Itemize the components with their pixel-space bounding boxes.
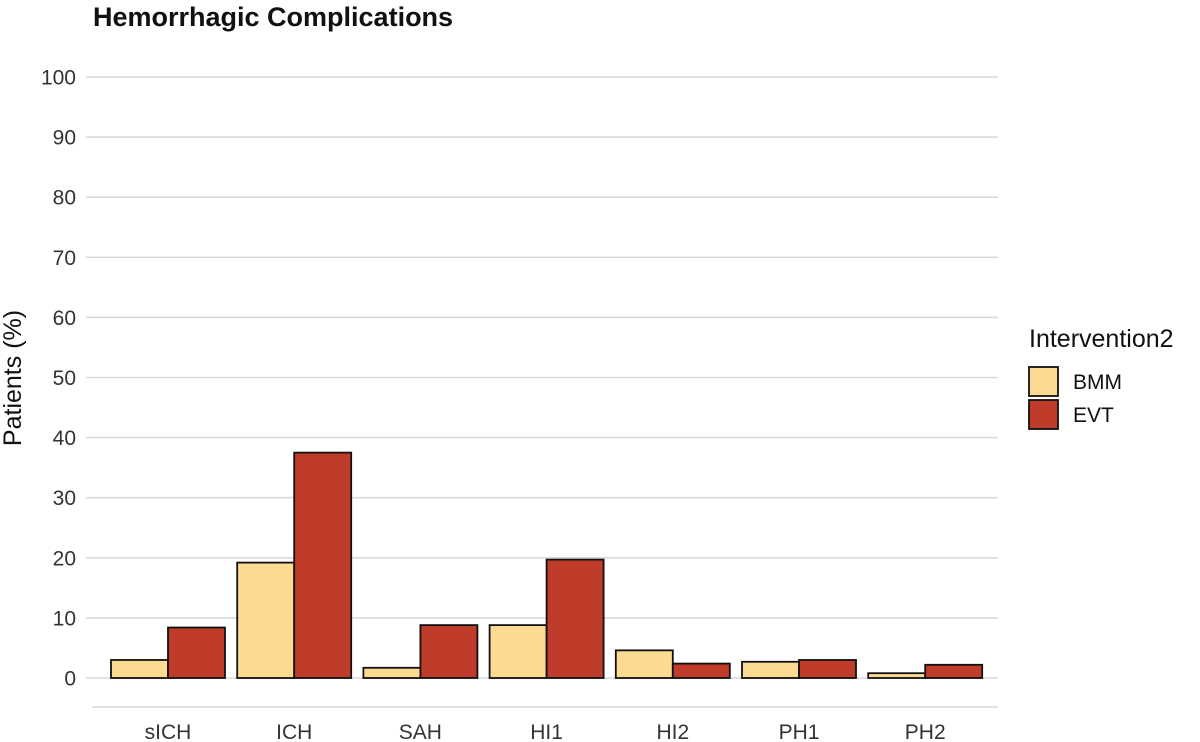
y-tick-label: 10 — [53, 607, 76, 630]
y-tick-label: 0 — [64, 668, 76, 691]
bar-evt-hi2 — [671, 662, 731, 679]
legend-label: BMM — [1073, 371, 1122, 394]
y-tick-label: 50 — [53, 367, 76, 390]
y-tick-label: 30 — [53, 487, 76, 510]
legend-title: Intervention2 — [1029, 325, 1174, 353]
bar-bmm-ich — [236, 561, 296, 679]
y-axis-ticks: 0 10 20 30 40 50 60 70 80 90 100 — [41, 67, 76, 691]
bar-evt-sah — [419, 624, 479, 679]
bar-bmm-sich — [110, 659, 169, 679]
y-tick-label: 100 — [41, 67, 76, 90]
x-tick-label: sICH — [145, 721, 192, 742]
bar-bmm-ph2 — [867, 672, 927, 679]
bar-evt-ph1 — [798, 659, 857, 679]
legend-swatch-evt — [1028, 399, 1059, 430]
bar-evt-ph2 — [924, 663, 984, 679]
bar-bmm-ph1 — [741, 660, 800, 679]
legend-label: EVT — [1073, 404, 1114, 427]
y-tick-label: 70 — [53, 247, 76, 270]
x-tick-label: SAH — [399, 721, 442, 742]
y-tick-label: 60 — [53, 307, 76, 330]
bars — [110, 451, 984, 679]
bar-evt-ich — [293, 451, 353, 679]
bar-evt-sich — [167, 626, 226, 679]
bar-bmm-hi1 — [488, 624, 548, 679]
y-tick-label: 20 — [53, 547, 76, 570]
y-axis-label: Patients (%) — [0, 310, 27, 446]
legend: Intervention2 BMM EVT — [1028, 325, 1174, 430]
bar-bmm-hi2 — [614, 649, 674, 679]
legend-items: BMM EVT — [1028, 366, 1122, 430]
x-tick-label: ICH — [276, 721, 312, 742]
grid-lines — [86, 76, 998, 708]
bar-evt-hi1 — [545, 558, 605, 679]
x-tick-label: PH2 — [905, 721, 946, 742]
x-tick-label: HI2 — [656, 721, 689, 742]
y-tick-label: 90 — [53, 127, 76, 150]
x-tick-label: PH1 — [779, 721, 820, 742]
y-tick-label: 80 — [53, 187, 76, 210]
x-tick-label: HI1 — [530, 721, 563, 742]
chart-title: Hemorrhagic Complications — [93, 2, 453, 32]
bar-bmm-sah — [362, 666, 422, 679]
x-axis-ticks: sICH ICH SAH HI1 HI2 PH1 PH2 — [145, 721, 946, 742]
legend-swatch-bmm — [1028, 366, 1059, 397]
y-tick-label: 40 — [53, 427, 76, 450]
